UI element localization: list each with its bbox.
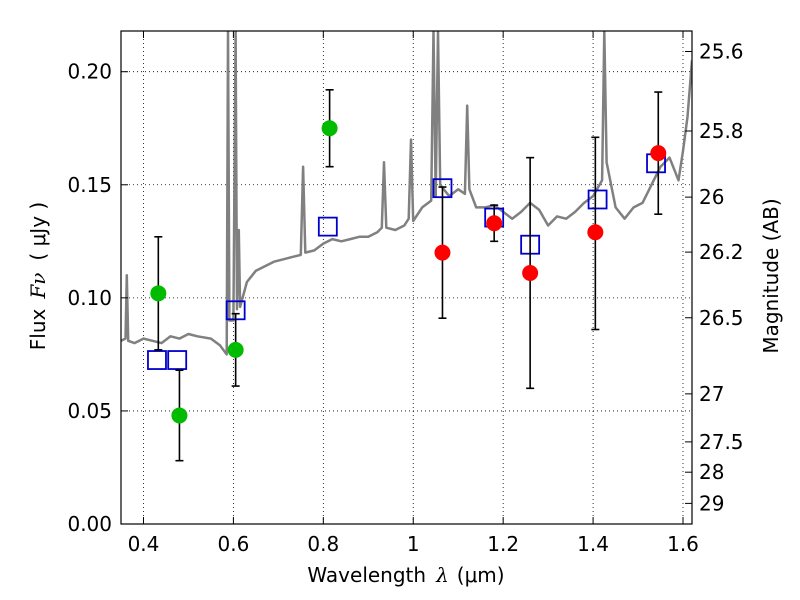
tick-layer: 0.4 0.6 0.8 1 1.2 1.4 1.6 0.00 0.05 0.10 0.15 0.20 2… bbox=[67, 31, 744, 556]
model-photometry-square bbox=[147, 350, 167, 370]
y-tick-label: 0.05 bbox=[67, 399, 112, 423]
mag-tick-label: 29 bbox=[699, 491, 724, 515]
x-axis-label: Wavelength λ (μm) bbox=[307, 563, 504, 587]
detection-point bbox=[486, 215, 503, 232]
y2-axis-label: Magnitude (AB) bbox=[759, 198, 783, 353]
detection-point bbox=[321, 120, 338, 137]
mag-tick-label: 26.2 bbox=[699, 240, 744, 264]
x-axis-unit: (μm) bbox=[457, 563, 505, 587]
y-axis-unit: ( μJy ) bbox=[26, 202, 50, 261]
marker-layer bbox=[147, 88, 667, 462]
mag-tick-label: 27 bbox=[699, 382, 724, 406]
y-axis-label: Flux Fν ( μJy ) bbox=[26, 202, 50, 350]
plot-frame bbox=[120, 30, 693, 525]
mag-tick-label: 26.5 bbox=[699, 306, 744, 330]
x-tick-label: 0.8 bbox=[307, 532, 339, 556]
detection-point bbox=[650, 145, 667, 162]
detection-point bbox=[434, 244, 451, 261]
detection-point bbox=[171, 407, 188, 424]
x-axis-symbol: λ bbox=[435, 563, 449, 587]
mag-tick-label: 25.8 bbox=[699, 119, 744, 143]
y-tick-label: 0.00 bbox=[67, 512, 112, 536]
y-axis-label-text: Flux bbox=[26, 308, 50, 350]
y-tick-label: 0.20 bbox=[67, 60, 112, 84]
model-photometry-square bbox=[317, 216, 338, 237]
mag-tick-label: 27.5 bbox=[699, 430, 744, 454]
detection-point bbox=[522, 264, 539, 281]
detection-point bbox=[587, 224, 604, 241]
x-tick-label: 1.4 bbox=[577, 532, 609, 556]
x-axis-label-text: Wavelength bbox=[307, 563, 426, 587]
x-tick-label: 1.6 bbox=[667, 532, 699, 556]
mag-tick-label: 25.6 bbox=[699, 40, 744, 64]
mag-tick-label: 28 bbox=[699, 460, 724, 484]
detection-point bbox=[150, 285, 167, 302]
x-tick-label: 0.6 bbox=[217, 532, 249, 556]
y-tick-label: 0.15 bbox=[67, 173, 112, 197]
y-tick-label: 0.10 bbox=[67, 286, 112, 310]
mag-tick-label: 26 bbox=[699, 185, 724, 209]
x-tick-label: 0.4 bbox=[128, 532, 160, 556]
model-photometry-square bbox=[167, 350, 188, 370]
model-photometry-square bbox=[587, 189, 608, 210]
x-tick-label: 1 bbox=[407, 532, 420, 556]
detection-point bbox=[227, 341, 244, 358]
x-tick-label: 1.2 bbox=[487, 532, 519, 556]
y-axis-symbol: Fν bbox=[26, 273, 50, 300]
